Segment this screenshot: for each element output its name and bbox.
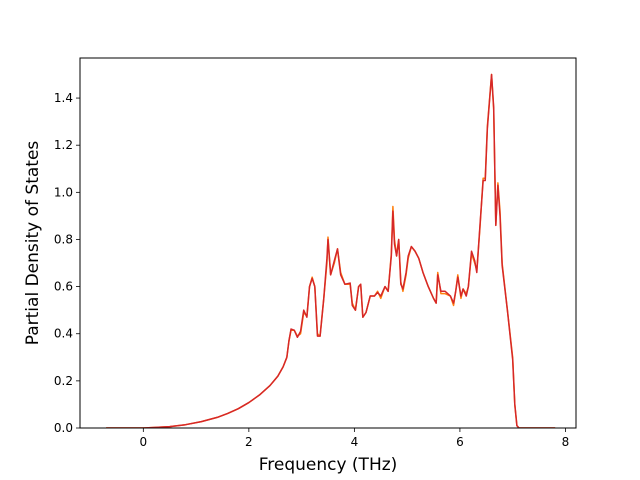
y-axis: 0.0 0.2 0.4 0.6 0.8 1.0 1.2 1.4 (54, 91, 80, 435)
plot-frame (79, 57, 577, 429)
y-axis-label: Partial Density of States (23, 141, 43, 346)
y-tick-label: 0.0 (54, 421, 73, 435)
y-tick-label: 1.2 (54, 138, 73, 152)
x-tick-label: 0 (139, 435, 147, 449)
series-layer (105, 73, 556, 428)
x-tick-label: 2 (245, 435, 253, 449)
x-tick-label: 6 (456, 435, 464, 449)
x-tick-label: 8 (562, 435, 570, 449)
x-axis: 0 2 4 6 8 (139, 428, 569, 449)
y-tick-label: 0.2 (54, 374, 73, 388)
y-tick-label: 0.8 (54, 232, 73, 246)
y-tick-label: 0.4 (54, 327, 73, 341)
y-tick-label: 1.4 (54, 91, 73, 105)
y-tick-label: 0.6 (54, 280, 73, 294)
x-axis-label: Frequency (THz) (259, 455, 398, 475)
x-tick-label: 4 (351, 435, 359, 449)
y-tick-label: 1.0 (54, 185, 73, 199)
series-line-2 (105, 73, 556, 428)
